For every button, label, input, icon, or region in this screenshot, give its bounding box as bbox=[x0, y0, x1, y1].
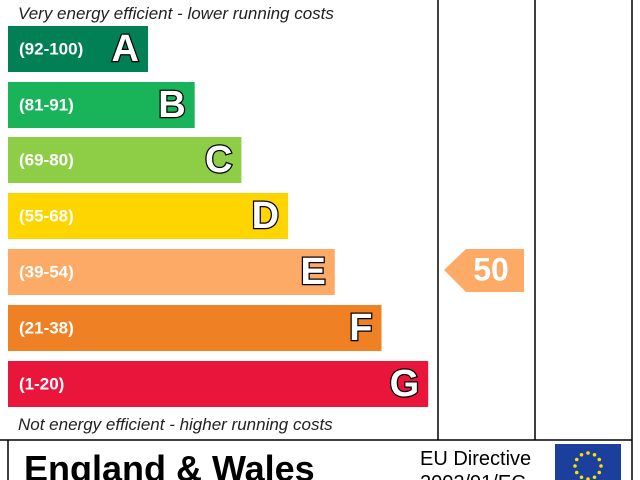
directive: EU Directive bbox=[420, 448, 531, 470]
eu-star bbox=[573, 464, 577, 468]
band-range: (21-38) bbox=[19, 318, 74, 337]
bottom-note: Not energy efficient - higher running co… bbox=[18, 415, 333, 434]
eu-star bbox=[574, 470, 579, 475]
band-bar bbox=[8, 193, 289, 239]
band-range: (39-54) bbox=[19, 262, 74, 281]
band-letter: A bbox=[112, 28, 139, 70]
eu-star bbox=[592, 452, 597, 457]
band-bar bbox=[8, 82, 195, 128]
band-letter: E bbox=[300, 251, 325, 293]
band-bar bbox=[8, 361, 429, 407]
eu-star bbox=[574, 457, 579, 462]
band-letter: C bbox=[205, 139, 232, 181]
eu-star bbox=[586, 477, 590, 480]
current-rating: 50 bbox=[444, 249, 524, 292]
band-range: (92-100) bbox=[19, 39, 83, 58]
top-note: Very energy efficient - lower running co… bbox=[18, 4, 334, 23]
band-range: (1-20) bbox=[19, 374, 64, 393]
band-letter: G bbox=[390, 363, 420, 405]
rating-value: 50 bbox=[473, 251, 509, 287]
eu-star bbox=[592, 475, 597, 480]
eu-star bbox=[597, 470, 602, 475]
band-letter: B bbox=[158, 84, 185, 126]
eu-flag bbox=[555, 444, 621, 480]
band-bar bbox=[8, 249, 335, 295]
rating-arrow bbox=[444, 249, 524, 292]
band-range: (69-80) bbox=[19, 150, 74, 169]
eu-star bbox=[579, 475, 584, 480]
directive-code: 2002/91/EC bbox=[420, 472, 526, 480]
band-range: (55-68) bbox=[19, 206, 74, 225]
bands: (92-100) A (81-91) B (69-80) C (55-68) D (39-54)… bbox=[8, 26, 429, 407]
eu-star bbox=[597, 457, 602, 462]
eu-star bbox=[586, 451, 590, 455]
region: England & Wales bbox=[24, 448, 315, 480]
eu-stars bbox=[573, 451, 603, 480]
band-bar bbox=[8, 26, 148, 72]
eu-star bbox=[599, 464, 603, 468]
band-bar bbox=[8, 137, 242, 183]
band-bar bbox=[8, 305, 382, 351]
band-range: (81-91) bbox=[19, 95, 74, 114]
eu-star bbox=[579, 452, 584, 457]
band-letter: F bbox=[349, 307, 372, 349]
band-letter: D bbox=[252, 195, 279, 237]
